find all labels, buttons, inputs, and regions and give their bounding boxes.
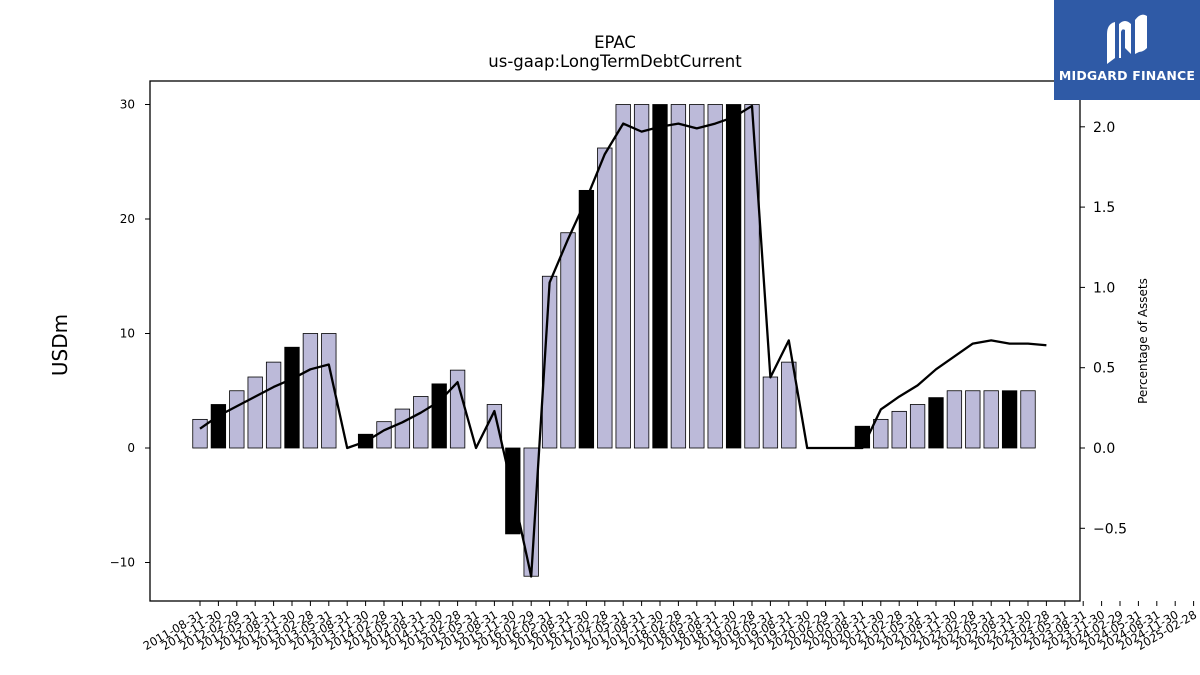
chart-title: EPAC [594,33,636,52]
line-series-percentage-of-assets [199,104,1047,578]
midgard-logo-icon [1107,14,1147,64]
y-tick-label-right: 0.5 [1093,361,1115,377]
bar [909,404,926,449]
bar [413,396,429,449]
bar [560,232,576,449]
bar [983,390,999,449]
bar [192,418,208,449]
bar [744,104,760,449]
bar [689,104,705,449]
bar [762,376,779,449]
y-tick-label-right: 2.0 [1093,120,1115,136]
bar [928,397,944,449]
brand-logo: MIDGARD FINANCE [1054,0,1200,100]
bar [229,390,245,449]
y-tick-label-left: 30 [120,98,135,112]
y-tick-label-right: 1.0 [1093,280,1115,296]
bar [946,390,963,449]
bar [707,104,723,449]
bar [321,333,337,449]
bar [1001,390,1018,449]
bar [633,104,650,449]
bar [725,104,742,449]
y-tick-label-left: −10 [110,556,135,570]
logo-text: MIDGARD FINANCE [1058,68,1196,83]
plot-frame [149,80,1081,602]
bar [541,275,558,449]
bar [891,410,907,449]
bar [1020,390,1036,449]
bar [431,383,447,449]
bar [597,147,613,449]
bar [652,104,668,449]
bar [376,421,392,449]
y-tick-label-left: 10 [120,327,135,341]
bar [873,418,889,449]
y-tick-label-left: 20 [120,212,135,226]
y-axis-label-right: Percentage of Assets [1136,278,1150,404]
bar [578,189,595,449]
y-tick-label-right: 1.5 [1093,200,1115,216]
bar [965,390,981,449]
y-tick-label-right: 0.0 [1093,441,1115,457]
bar [210,404,227,449]
bar [394,408,411,449]
bar [615,104,631,449]
chart-subtitle: us-gaap:LongTermDebtCurrent [488,52,742,71]
bar [781,361,797,449]
bar [302,333,319,449]
bar [247,376,263,449]
y-axis-label-left: USDm [48,313,72,377]
bar [670,104,687,449]
y-tick-label-left: 0 [127,441,135,455]
bar [284,346,300,449]
bar [265,361,282,449]
y-tick-label-right: −0.5 [1093,521,1127,537]
